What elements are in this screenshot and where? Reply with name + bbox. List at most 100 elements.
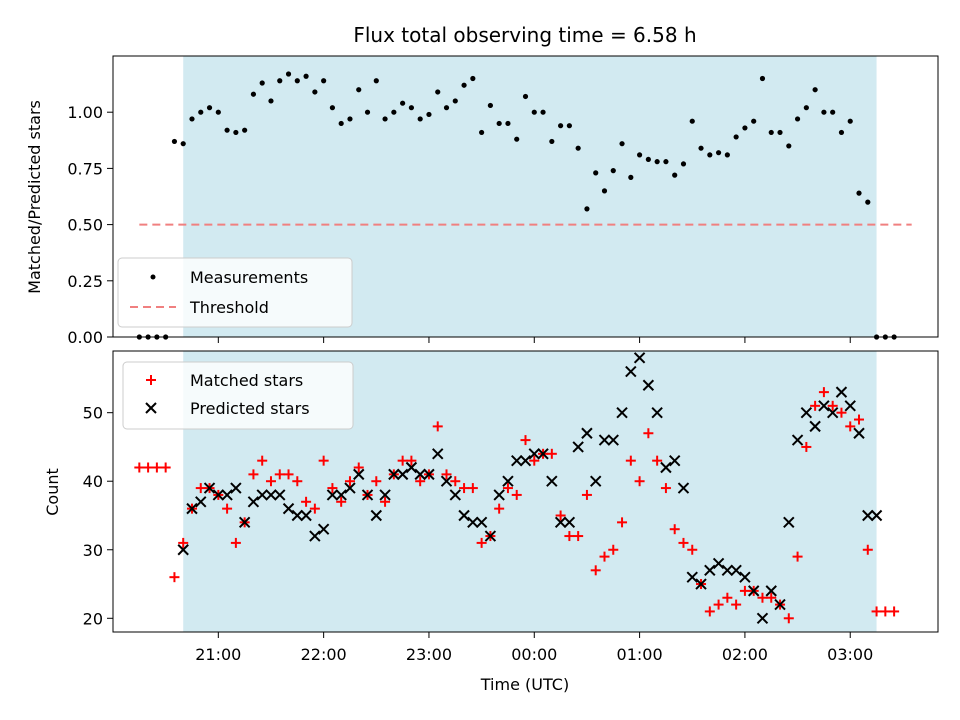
- predicted-star-marker: [598, 434, 611, 446]
- predicted-star-marker: [633, 352, 646, 364]
- predicted-star-marker: [195, 496, 207, 508]
- count-x-ticks: 21:00 22:00 23:00 00:00 01:00 02:00 03:00: [195, 632, 873, 664]
- ratio-x-ticks: [217, 337, 851, 343]
- measurement-point: [672, 172, 678, 178]
- predicted-star-marker: [826, 406, 839, 419]
- predicted-star-marker: [572, 441, 584, 453]
- y-tick-label: 1.00: [67, 103, 103, 122]
- x-tick-label: 21:00: [195, 645, 241, 664]
- predicted-star-marker: [695, 578, 707, 590]
- measurement-point: [233, 129, 239, 136]
- count-axes-frame: [112, 350, 939, 633]
- y-tick-label: 0.75: [67, 159, 103, 178]
- predicted-star-marker: [484, 530, 497, 542]
- predicted-star-marker: [230, 482, 242, 494]
- measurement-point: [636, 152, 643, 158]
- matched-star-marker: [704, 606, 715, 617]
- legend-threshold-label: Threshold: [189, 298, 269, 317]
- measurement-point: [558, 123, 564, 129]
- measurement-point: [865, 199, 871, 205]
- matched-star-marker: [195, 483, 206, 494]
- predicted-star-marker: [203, 482, 216, 494]
- matched-star-marker: [739, 585, 750, 596]
- predicted-star-marker: [353, 468, 365, 481]
- measurement-point: [285, 71, 292, 77]
- measurement-point: [777, 129, 783, 136]
- legend-matched-label: Matched stars: [190, 371, 303, 390]
- measurement-point: [242, 127, 248, 133]
- matched-star-marker: [336, 496, 347, 507]
- predicted-star-marker: [247, 496, 260, 508]
- predicted-star-marker: [256, 489, 268, 501]
- predicted-star-marker: [800, 406, 813, 419]
- predicted-star-marker: [625, 365, 637, 378]
- x-tick-label: 23:00: [406, 645, 452, 664]
- matched-star-marker: [344, 476, 355, 487]
- matched-star-marker: [318, 455, 329, 466]
- predicted-star-marker: [581, 427, 593, 439]
- matched-star-marker: [713, 599, 724, 610]
- matched-star-marker: [660, 483, 671, 494]
- matched-star-marker: [143, 462, 154, 473]
- legend-predicted-marker: [145, 402, 157, 414]
- predicted-star-marker: [335, 489, 347, 501]
- matched-star-marker: [529, 455, 540, 466]
- measurement-point: [189, 116, 195, 122]
- y-tick-label: 30: [83, 541, 103, 560]
- measurement-point: [838, 129, 845, 136]
- measurement-point: [812, 87, 818, 93]
- predicted-star-marker: [405, 461, 418, 474]
- measurement-point: [408, 105, 415, 111]
- predicted-star-marker: [862, 509, 874, 522]
- matched-star-marker: [248, 469, 259, 480]
- measurement-point: [584, 206, 590, 212]
- predicted-star-marker: [668, 454, 681, 467]
- matched-star-marker: [230, 537, 241, 548]
- measurement-point: [417, 116, 423, 122]
- predicted-star-marker: [554, 516, 567, 529]
- predicted-star-marker: [537, 448, 549, 460]
- matched-star-marker: [871, 606, 882, 617]
- measurement-point: [531, 109, 537, 115]
- y-tick-label: 0.25: [67, 272, 103, 291]
- matched-star-marker: [265, 476, 276, 487]
- matched-star-marker: [160, 462, 171, 473]
- matched-star-marker: [687, 544, 698, 555]
- count-legend: Matched stars Predicted stars: [122, 361, 354, 430]
- predicted-star-marker: [274, 489, 286, 501]
- predicted-star-marker: [660, 461, 672, 474]
- measurement-point: [452, 98, 458, 104]
- measurement-point: [496, 120, 502, 127]
- predicted-star-marker: [721, 564, 734, 577]
- predicted-star-marker: [458, 509, 470, 522]
- predicted-star-marker: [783, 516, 795, 529]
- predicted-star-marker: [493, 489, 505, 501]
- matched-star-marker: [169, 572, 180, 583]
- measurement-point: [250, 91, 257, 97]
- matched-star-marker: [511, 489, 522, 500]
- matched-star-marker: [783, 613, 794, 624]
- measurement-point: [619, 141, 625, 147]
- predicted-star-marker: [291, 509, 304, 522]
- predicted-star-marker: [651, 406, 663, 419]
- predicted-star-marker: [642, 379, 655, 391]
- predicted-star-marker: [686, 571, 698, 583]
- matched-star-marker: [643, 428, 654, 439]
- matched-star-marker: [222, 503, 233, 514]
- matched-star-marker: [836, 407, 847, 418]
- matched-star-marker: [406, 455, 417, 466]
- matched-star-marker: [353, 462, 364, 473]
- predicted-star-marker: [432, 448, 444, 460]
- y-tick-label: 20: [83, 609, 103, 628]
- matched-star-marker: [845, 421, 856, 432]
- measurement-point: [733, 134, 739, 140]
- matched-star-marker: [555, 510, 566, 521]
- measurement-point: [435, 89, 441, 95]
- measurement-point: [259, 80, 265, 86]
- measurement-point: [768, 129, 774, 136]
- predicted-star-marker: [379, 489, 391, 501]
- count-panel: 20 30 40 50 21:00 22:00 23:00 00:00 01:00 02:00 0…: [43, 350, 939, 694]
- measurement-point: [522, 93, 529, 100]
- measurement-point: [689, 118, 695, 124]
